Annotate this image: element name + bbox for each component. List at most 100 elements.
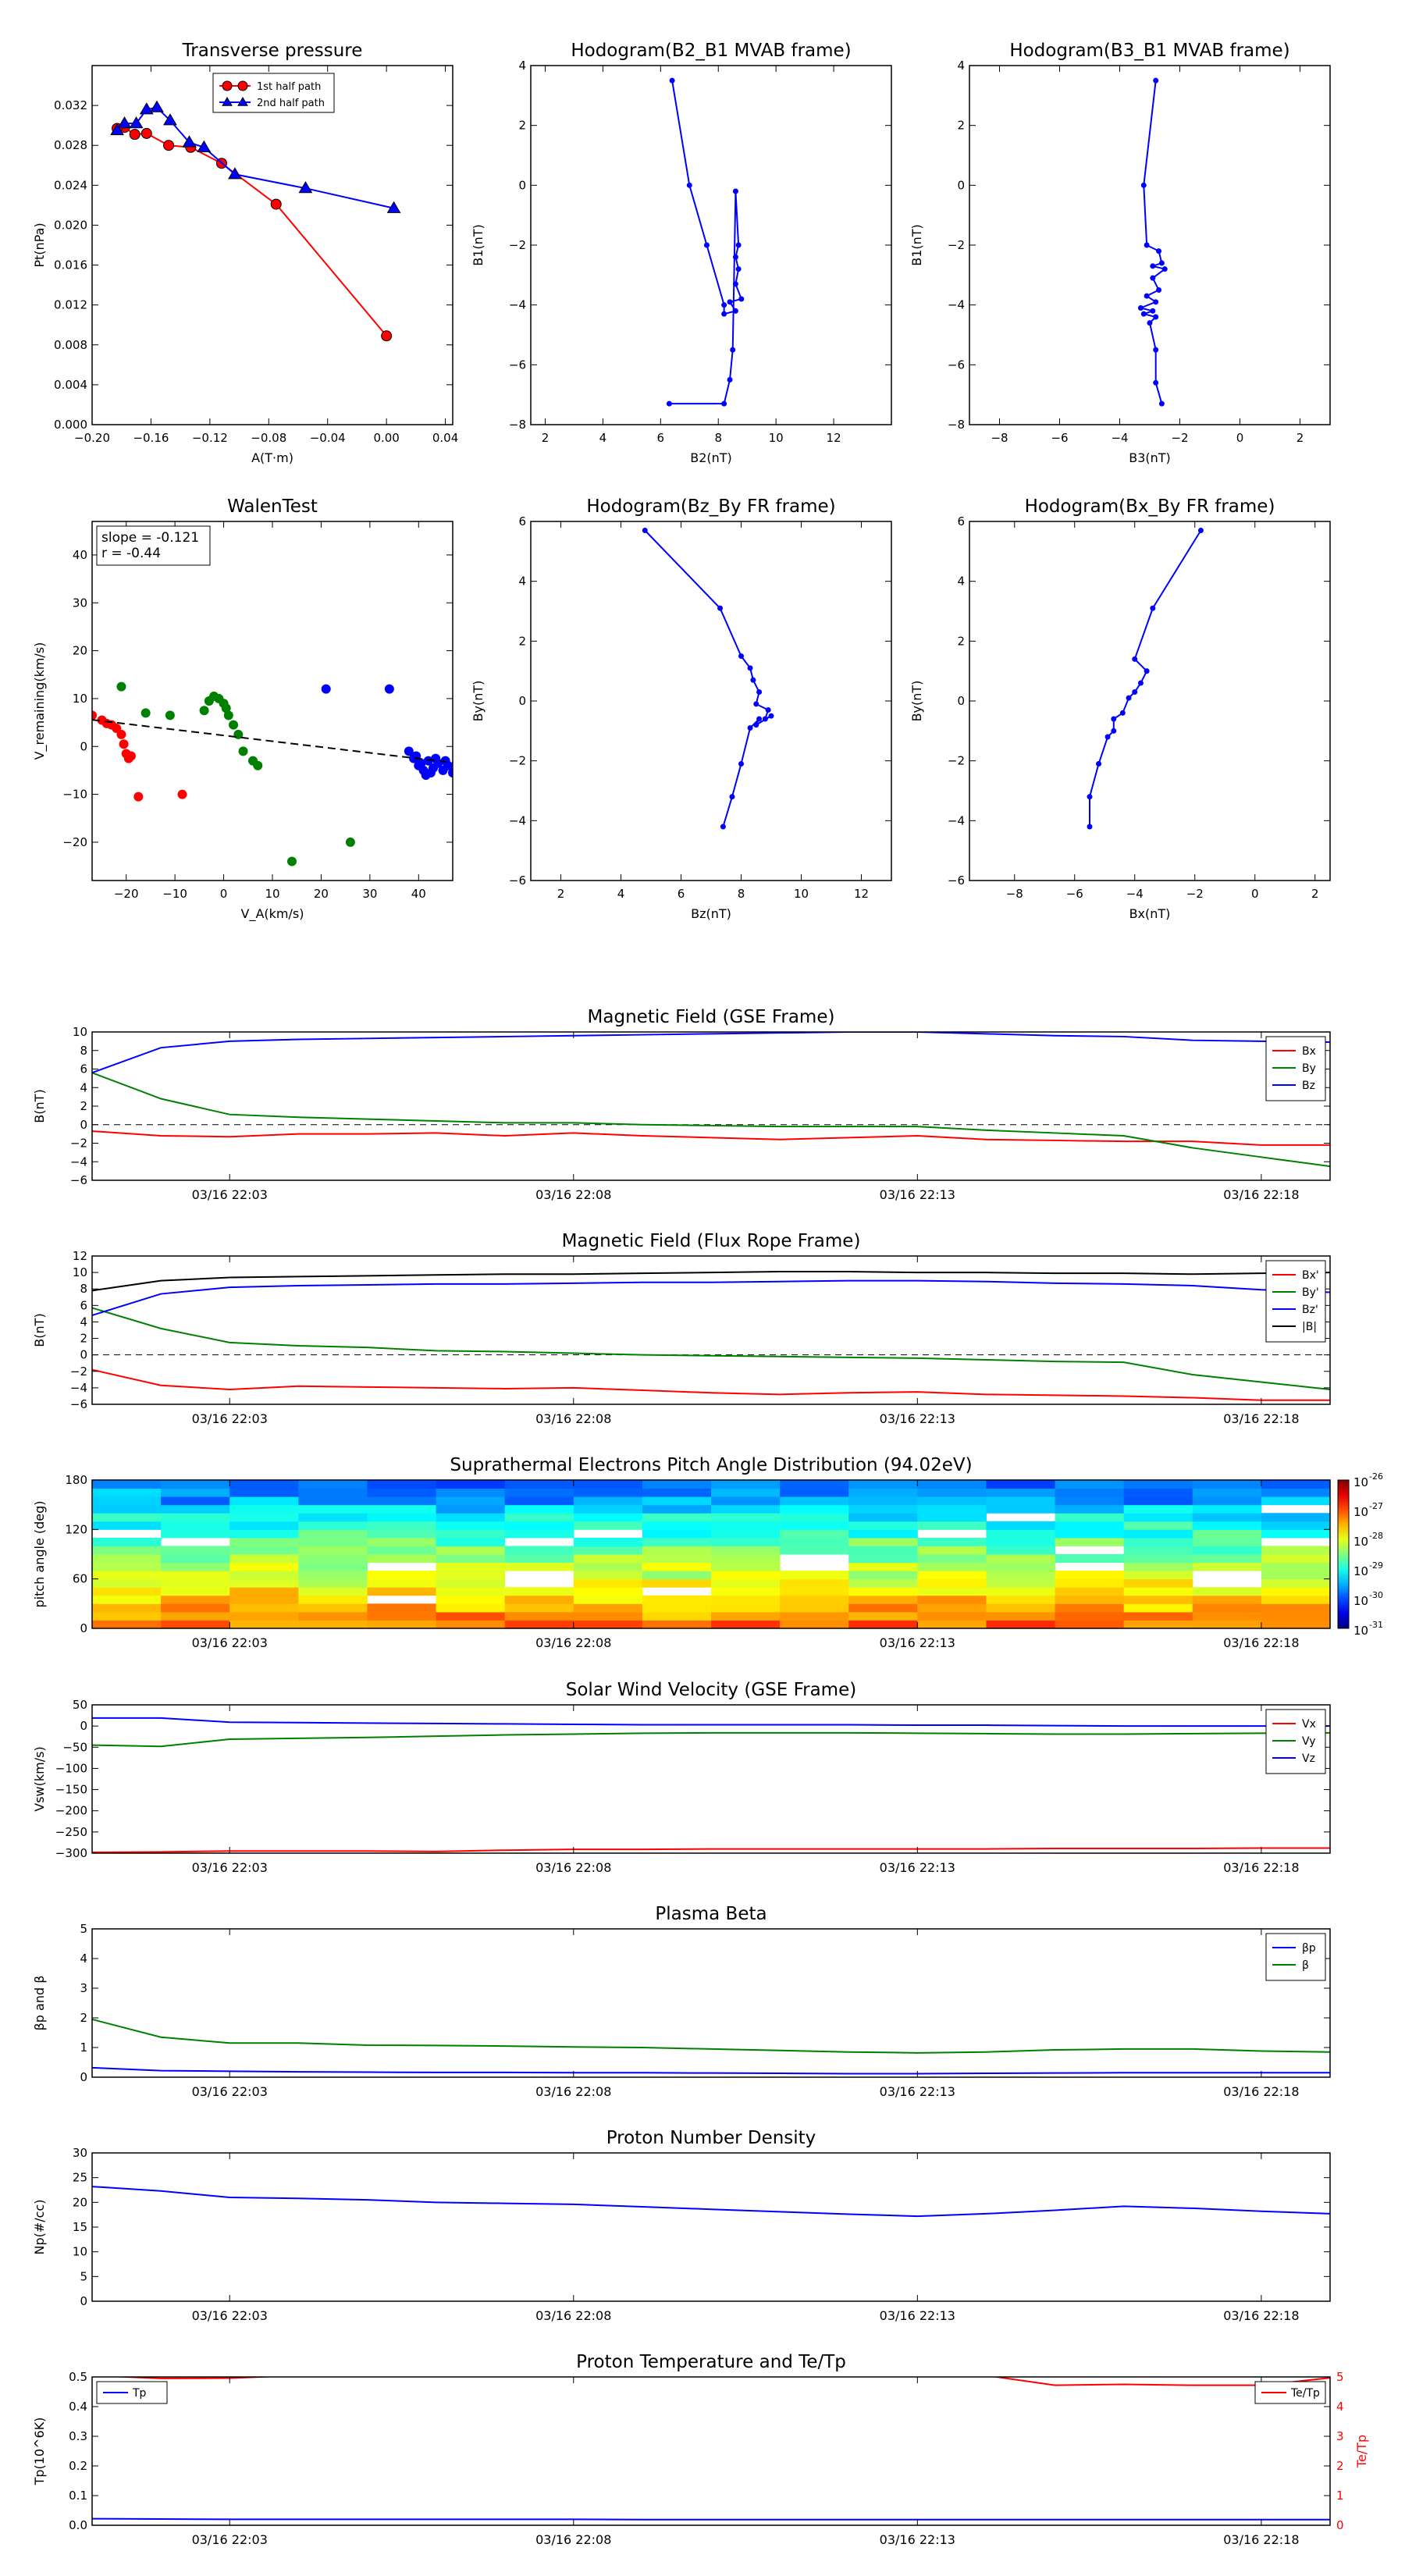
x-tick-label: −0.20 <box>74 431 110 445</box>
heatmap-cell <box>711 1554 781 1564</box>
series-line <box>92 2018 1330 2054</box>
legend-label: Bz <box>1302 1080 1315 1092</box>
heatmap-cell <box>504 1504 574 1514</box>
heatmap-cell <box>367 1587 437 1596</box>
colorbar <box>1337 1479 1350 1629</box>
data-point <box>1111 716 1117 722</box>
heatmap-cell <box>367 1480 437 1489</box>
data-point <box>237 97 248 106</box>
y-axis-label: B1(nT) <box>909 224 924 266</box>
y2-tick-label: 5 <box>1336 2370 1344 2384</box>
heatmap-cell <box>1123 1603 1193 1613</box>
chart-title: Suprathermal Electrons Pitch Angle Distr… <box>450 1455 972 1475</box>
heatmap-cell <box>780 1529 849 1539</box>
chart-plasma-beta: Plasma Beta 0 1 2 3 4 5 βp and β 03/16 22:03 03/1… <box>32 1904 1331 2099</box>
heatmap-cell <box>573 1595 643 1604</box>
x-tick-label: 2 <box>542 431 550 445</box>
y-tick-label: 4 <box>518 59 526 73</box>
x-tick-label: 10 <box>265 887 279 901</box>
y-tick-label: −4 <box>70 1381 87 1395</box>
x-tick-label: 03/16 22:13 <box>880 2084 955 2099</box>
x-axis-label: Bz(nT) <box>691 906 731 921</box>
y-tick-label: 20 <box>73 644 87 658</box>
heatmap-cell <box>573 1496 643 1506</box>
heatmap-cell <box>917 1496 987 1506</box>
x-tick-label: 0 <box>1236 431 1244 445</box>
colorbar-tick-label: 10 <box>1353 1505 1368 1519</box>
heatmap-cell <box>367 1554 437 1564</box>
heatmap-cell <box>986 1611 1056 1621</box>
chart-title: Plasma Beta <box>655 1904 767 1924</box>
series-line <box>92 1368 1330 1401</box>
data-point <box>703 242 710 248</box>
heatmap-cell <box>1055 1496 1125 1506</box>
heatmap-cell <box>642 1488 712 1497</box>
data-point <box>1140 182 1147 188</box>
x-tick-label: 10 <box>769 431 784 445</box>
data-point <box>747 725 753 731</box>
heatmap-cell <box>161 1620 230 1629</box>
y-tick-label: −6 <box>509 358 526 372</box>
data-point <box>140 127 152 139</box>
heatmap-cell <box>1261 1595 1331 1604</box>
heatmap-cell <box>298 1554 368 1564</box>
heatmap-cell <box>780 1521 849 1530</box>
heatmap-cell <box>1261 1554 1331 1564</box>
y-axis-label: B(nT) <box>32 1089 47 1123</box>
series-line <box>116 126 387 336</box>
heatmap-cell <box>1192 1480 1262 1489</box>
data-point <box>139 102 154 115</box>
y-tick-label: −4 <box>70 1155 87 1169</box>
heatmap-cell <box>504 1620 574 1629</box>
y-tick-label: 10 <box>73 1265 87 1279</box>
heatmap-cell <box>917 1521 987 1530</box>
y-axis-label: pitch angle (deg) <box>32 1500 47 1607</box>
heatmap-cell <box>917 1595 987 1604</box>
y-tick-label: 2 <box>80 1332 87 1346</box>
y-axis-label: Np(#/cc) <box>32 2200 47 2255</box>
data-point <box>150 100 164 112</box>
y-axis-label: βp and β <box>32 1976 47 2031</box>
data-point <box>1150 605 1156 611</box>
x-tick-label: 0 <box>1251 887 1259 901</box>
plot-frame <box>91 2152 1331 2302</box>
x-tick-label: 10 <box>794 887 809 901</box>
heatmap-cell <box>642 1620 712 1629</box>
x-tick-label: 03/16 22:08 <box>535 2084 611 2099</box>
data-point <box>223 710 233 720</box>
heatmap-cell <box>986 1578 1056 1588</box>
x-tick-label: 2 <box>557 887 565 901</box>
heatmap-cell <box>986 1571 1056 1580</box>
legend-box <box>212 73 335 113</box>
y-tick-label: 2 <box>80 2011 87 2025</box>
heatmap-cell <box>642 1554 712 1564</box>
heatmap-cell <box>1192 1521 1262 1530</box>
heatmap-cell <box>436 1603 506 1613</box>
y-tick-label: 0.008 <box>54 338 87 352</box>
heatmap-cell <box>986 1554 1056 1564</box>
heatmap-cell <box>1055 1488 1125 1497</box>
x-tick-label: 03/16 22:03 <box>192 1411 268 1426</box>
chart-proton-density: Proton Number Density 0 5 10 15 20 25 30 Np(#/cc… <box>32 2128 1331 2323</box>
heatmap-cell <box>917 1546 987 1555</box>
heatmap-cell <box>92 1587 162 1596</box>
chart-title: Hodogram(Bx_By FR frame) <box>1025 496 1275 517</box>
chart-proton-temperature: Proton Temperature and Te/Tp 0.0 0.1 0.2 0.3… <box>32 2352 1369 2547</box>
heatmap-cell <box>1055 1537 1125 1546</box>
heatmap-cell <box>1123 1480 1193 1489</box>
y-tick-label: 6 <box>80 1062 87 1076</box>
data-point <box>721 311 727 317</box>
heatmap-cell <box>504 1611 574 1621</box>
legend-label: Vy <box>1302 1735 1316 1748</box>
x-tick-label: 03/16 22:18 <box>1223 1635 1299 1650</box>
heatmap-cell <box>367 1513 437 1522</box>
heatmap-cell <box>229 1611 299 1621</box>
colorbar-tick-exponent: -28 <box>1369 1531 1383 1541</box>
heatmap-cell <box>367 1529 437 1539</box>
x-tick-label: 8 <box>714 431 722 445</box>
x-tick-label: 03/16 22:13 <box>880 2532 955 2547</box>
y-tick-label: −200 <box>55 1804 87 1818</box>
data-point <box>1150 275 1156 281</box>
heatmap-cell <box>436 1480 506 1489</box>
data-point <box>762 716 768 722</box>
